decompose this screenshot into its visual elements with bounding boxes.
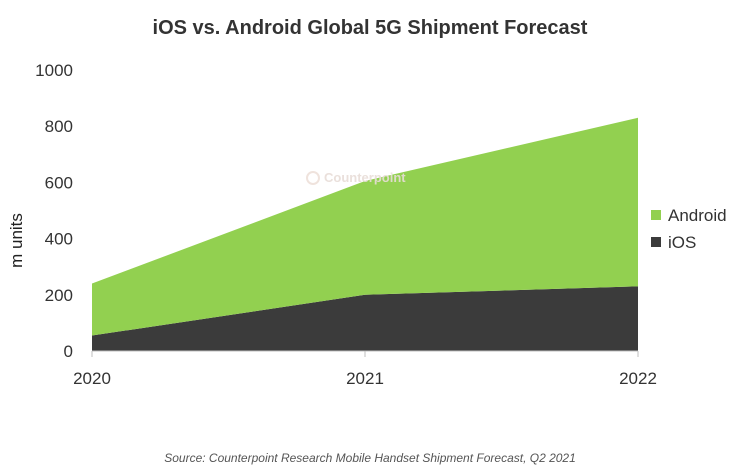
area-ios [92, 286, 638, 351]
y-tick-label: 200 [45, 286, 73, 305]
y-tick-label: 400 [45, 230, 73, 249]
legend-swatch [651, 237, 661, 247]
x-tick-label: 2021 [346, 369, 384, 388]
legend-label: Android [668, 206, 727, 225]
x-tick-label: 2020 [73, 369, 111, 388]
y-tick-label: 800 [45, 117, 73, 136]
watermark-text: Counterpoint [324, 170, 406, 185]
area-android [92, 117, 638, 336]
source-note: Source: Counterpoint Research Mobile Han… [164, 451, 576, 465]
legend-label: iOS [668, 233, 696, 252]
y-tick-label: 1000 [35, 61, 73, 80]
legend-swatch [651, 210, 661, 220]
x-tick-label: 2022 [619, 369, 657, 388]
counterpoint-logo-icon [306, 170, 320, 185]
y-tick-label: 0 [64, 342, 73, 361]
watermark: Counterpoint [306, 170, 406, 185]
y-axis-label: m units [7, 213, 26, 268]
chart-title: iOS vs. Android Global 5G Shipment Forec… [152, 17, 588, 39]
y-tick-label: 600 [45, 173, 73, 192]
